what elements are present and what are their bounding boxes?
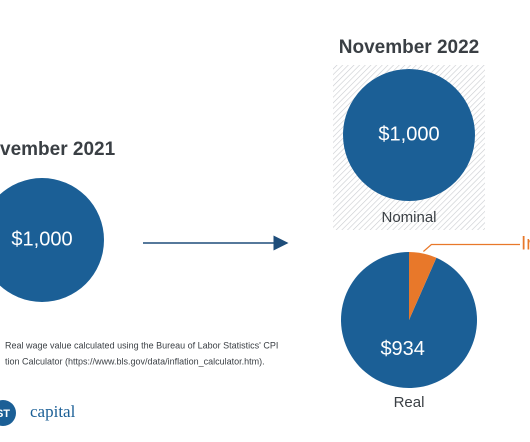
- slice-category: In: [521, 234, 530, 255]
- slice-label: $934: [380, 338, 425, 360]
- logo-mark-text: ST: [0, 408, 10, 420]
- nominal-circle: [343, 69, 475, 201]
- nominal-amount: $1,000: [378, 123, 439, 145]
- footnote: tion Calculator (https://www.bls.gov/dat…: [5, 356, 265, 366]
- pie-slice: [340, 252, 477, 388]
- left-circle: [0, 178, 104, 302]
- logo-mark: [0, 400, 16, 426]
- logo-name: capital: [30, 402, 76, 421]
- leader-line: [423, 243, 520, 252]
- left-title: vember 2021: [0, 139, 116, 160]
- pie-slice: [409, 252, 437, 320]
- footnote: Real wage value calculated using the Bur…: [5, 340, 278, 350]
- nominal-label: Nominal: [381, 209, 436, 226]
- pie: $934 In: [340, 234, 530, 388]
- left-amount: $1,000: [11, 228, 72, 250]
- pie-title: Real: [394, 394, 425, 411]
- nominal-title: November 2022: [339, 37, 479, 58]
